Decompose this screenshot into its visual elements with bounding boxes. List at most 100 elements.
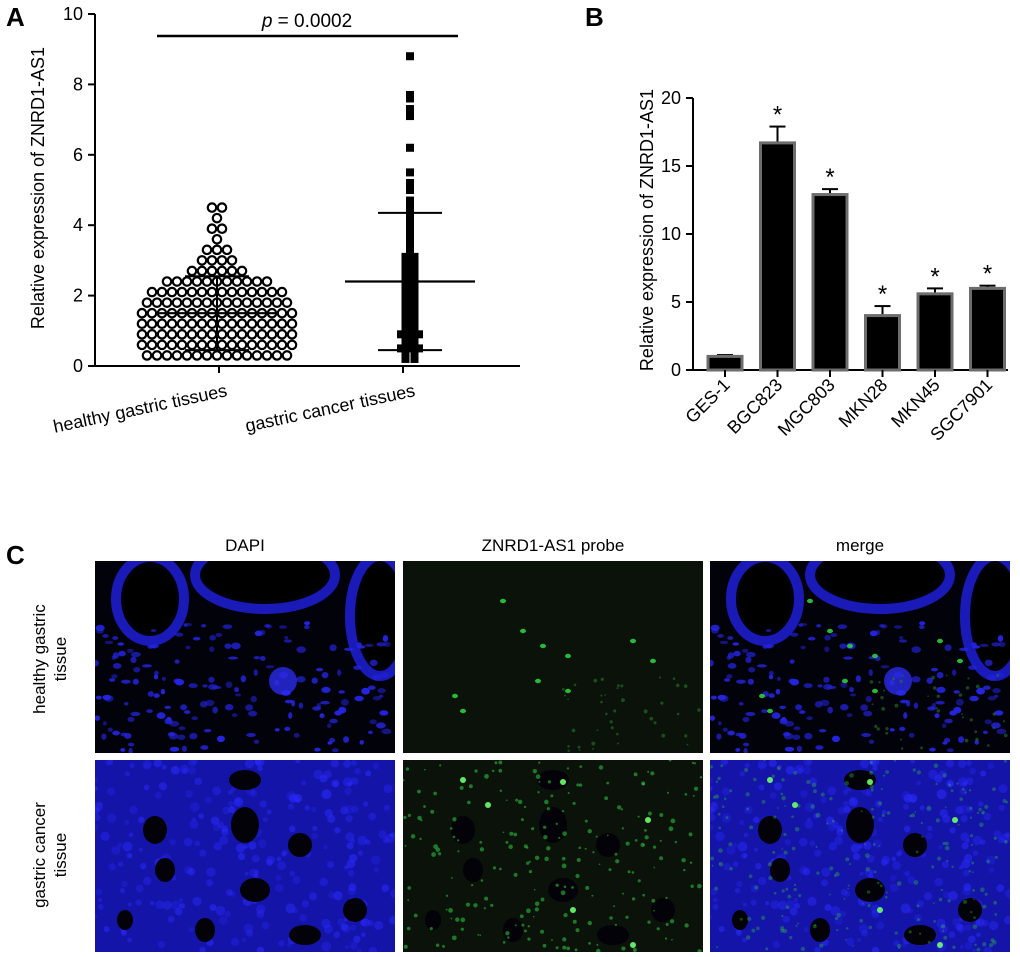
probe-signal bbox=[505, 799, 508, 801]
nucleus bbox=[291, 700, 296, 707]
data-point-cancer bbox=[406, 105, 414, 114]
nucleus bbox=[916, 780, 922, 786]
probe-signal bbox=[927, 695, 929, 697]
nucleus bbox=[321, 941, 332, 952]
nucleus bbox=[120, 929, 127, 936]
probe-signal bbox=[523, 805, 527, 809]
probe-signal bbox=[761, 915, 766, 920]
probe-signal bbox=[514, 924, 517, 927]
nucleus bbox=[929, 747, 936, 752]
nucleus bbox=[168, 732, 179, 740]
nucleus bbox=[726, 674, 733, 679]
nucleus bbox=[761, 709, 768, 713]
probe-signal bbox=[665, 922, 669, 927]
probe-signal bbox=[608, 868, 612, 872]
data-point-healthy bbox=[286, 318, 298, 330]
nucleus bbox=[926, 677, 933, 684]
probe-signal bbox=[961, 716, 964, 719]
probe-signal bbox=[836, 929, 839, 932]
nucleus bbox=[842, 800, 849, 807]
data-point-healthy bbox=[216, 286, 228, 298]
probe-signal bbox=[457, 850, 460, 853]
probe-signal bbox=[909, 814, 913, 818]
nucleus bbox=[850, 798, 856, 804]
probe-signal bbox=[968, 789, 972, 792]
probe-signal bbox=[979, 887, 985, 893]
nucleus bbox=[295, 798, 301, 804]
probe-signal bbox=[600, 677, 604, 681]
nucleus bbox=[993, 830, 1002, 839]
probe-signal bbox=[781, 889, 785, 893]
nucleus bbox=[861, 732, 871, 738]
nucleus bbox=[710, 824, 714, 831]
probe-signal bbox=[417, 815, 422, 821]
probe-signal bbox=[593, 678, 598, 683]
probe-signal bbox=[509, 831, 514, 836]
nucleus bbox=[153, 693, 160, 698]
nucleus bbox=[278, 940, 285, 947]
probe-signal bbox=[546, 807, 551, 811]
nucleus bbox=[278, 625, 288, 629]
probe-signal bbox=[684, 923, 689, 928]
nucleus bbox=[955, 923, 964, 931]
probe-signal bbox=[643, 709, 648, 714]
probe-signal bbox=[697, 883, 702, 889]
nucleus bbox=[346, 859, 356, 869]
probe-signal bbox=[872, 843, 876, 846]
column-title-dapi: DAPI bbox=[225, 536, 265, 555]
lumen bbox=[537, 770, 569, 790]
probe-signal bbox=[973, 898, 975, 901]
row-label-healthy-line1: healthy gastric bbox=[30, 604, 49, 714]
scatter-chart-a: 0 2 4 6 8 10 Relative expression of ZNRD1-AS1 h… bbox=[28, 4, 520, 437]
probe-signal bbox=[604, 694, 607, 696]
probe-signal bbox=[684, 793, 688, 796]
nucleus bbox=[982, 730, 988, 735]
probe-signal bbox=[616, 687, 619, 690]
probe-signal bbox=[718, 848, 723, 853]
nucleus bbox=[744, 805, 753, 815]
probe-signal bbox=[852, 945, 854, 947]
probe-signal bbox=[668, 760, 672, 762]
nucleus bbox=[784, 839, 791, 846]
nucleus bbox=[378, 694, 384, 698]
nucleus bbox=[102, 634, 109, 638]
nucleus bbox=[727, 730, 735, 736]
probe-signal bbox=[899, 679, 903, 684]
nucleus bbox=[710, 786, 713, 792]
probe-signal bbox=[606, 781, 610, 785]
data-point-healthy bbox=[246, 329, 258, 340]
probe-signal bbox=[540, 643, 546, 649]
nucleus bbox=[804, 819, 814, 829]
data-point-healthy bbox=[201, 350, 213, 361]
x-tick-label: gastric cancer tissues bbox=[243, 380, 416, 436]
data-point-healthy bbox=[266, 318, 278, 330]
probe-signal bbox=[620, 698, 625, 703]
y-tick-label: 5 bbox=[671, 292, 681, 312]
probe-signal bbox=[972, 888, 975, 892]
data-point-cancer bbox=[401, 252, 410, 261]
probe-signal bbox=[920, 821, 923, 825]
nucleus bbox=[349, 941, 358, 950]
nucleus bbox=[745, 656, 752, 664]
p-value-annotation: p = 0.0002 bbox=[261, 11, 352, 32]
probe-signal bbox=[563, 885, 567, 889]
nucleus bbox=[892, 861, 901, 870]
probe-signal bbox=[962, 899, 968, 904]
probe-signal bbox=[807, 598, 813, 604]
nucleus bbox=[181, 745, 188, 752]
data-point-healthy bbox=[206, 318, 218, 330]
x-tick-label: MGC803 bbox=[774, 375, 839, 440]
nucleus bbox=[732, 842, 738, 848]
nucleus bbox=[806, 760, 813, 765]
nucleus bbox=[234, 686, 240, 693]
probe-signal bbox=[651, 898, 656, 903]
bar bbox=[759, 141, 796, 372]
lumen bbox=[770, 858, 790, 882]
data-point-healthy bbox=[206, 286, 218, 298]
probe-signal bbox=[1002, 720, 1006, 723]
probe-signal bbox=[480, 879, 484, 882]
nucleus bbox=[722, 760, 729, 765]
nucleus bbox=[106, 787, 116, 796]
nucleus bbox=[167, 915, 175, 923]
probe-signal bbox=[945, 674, 948, 677]
